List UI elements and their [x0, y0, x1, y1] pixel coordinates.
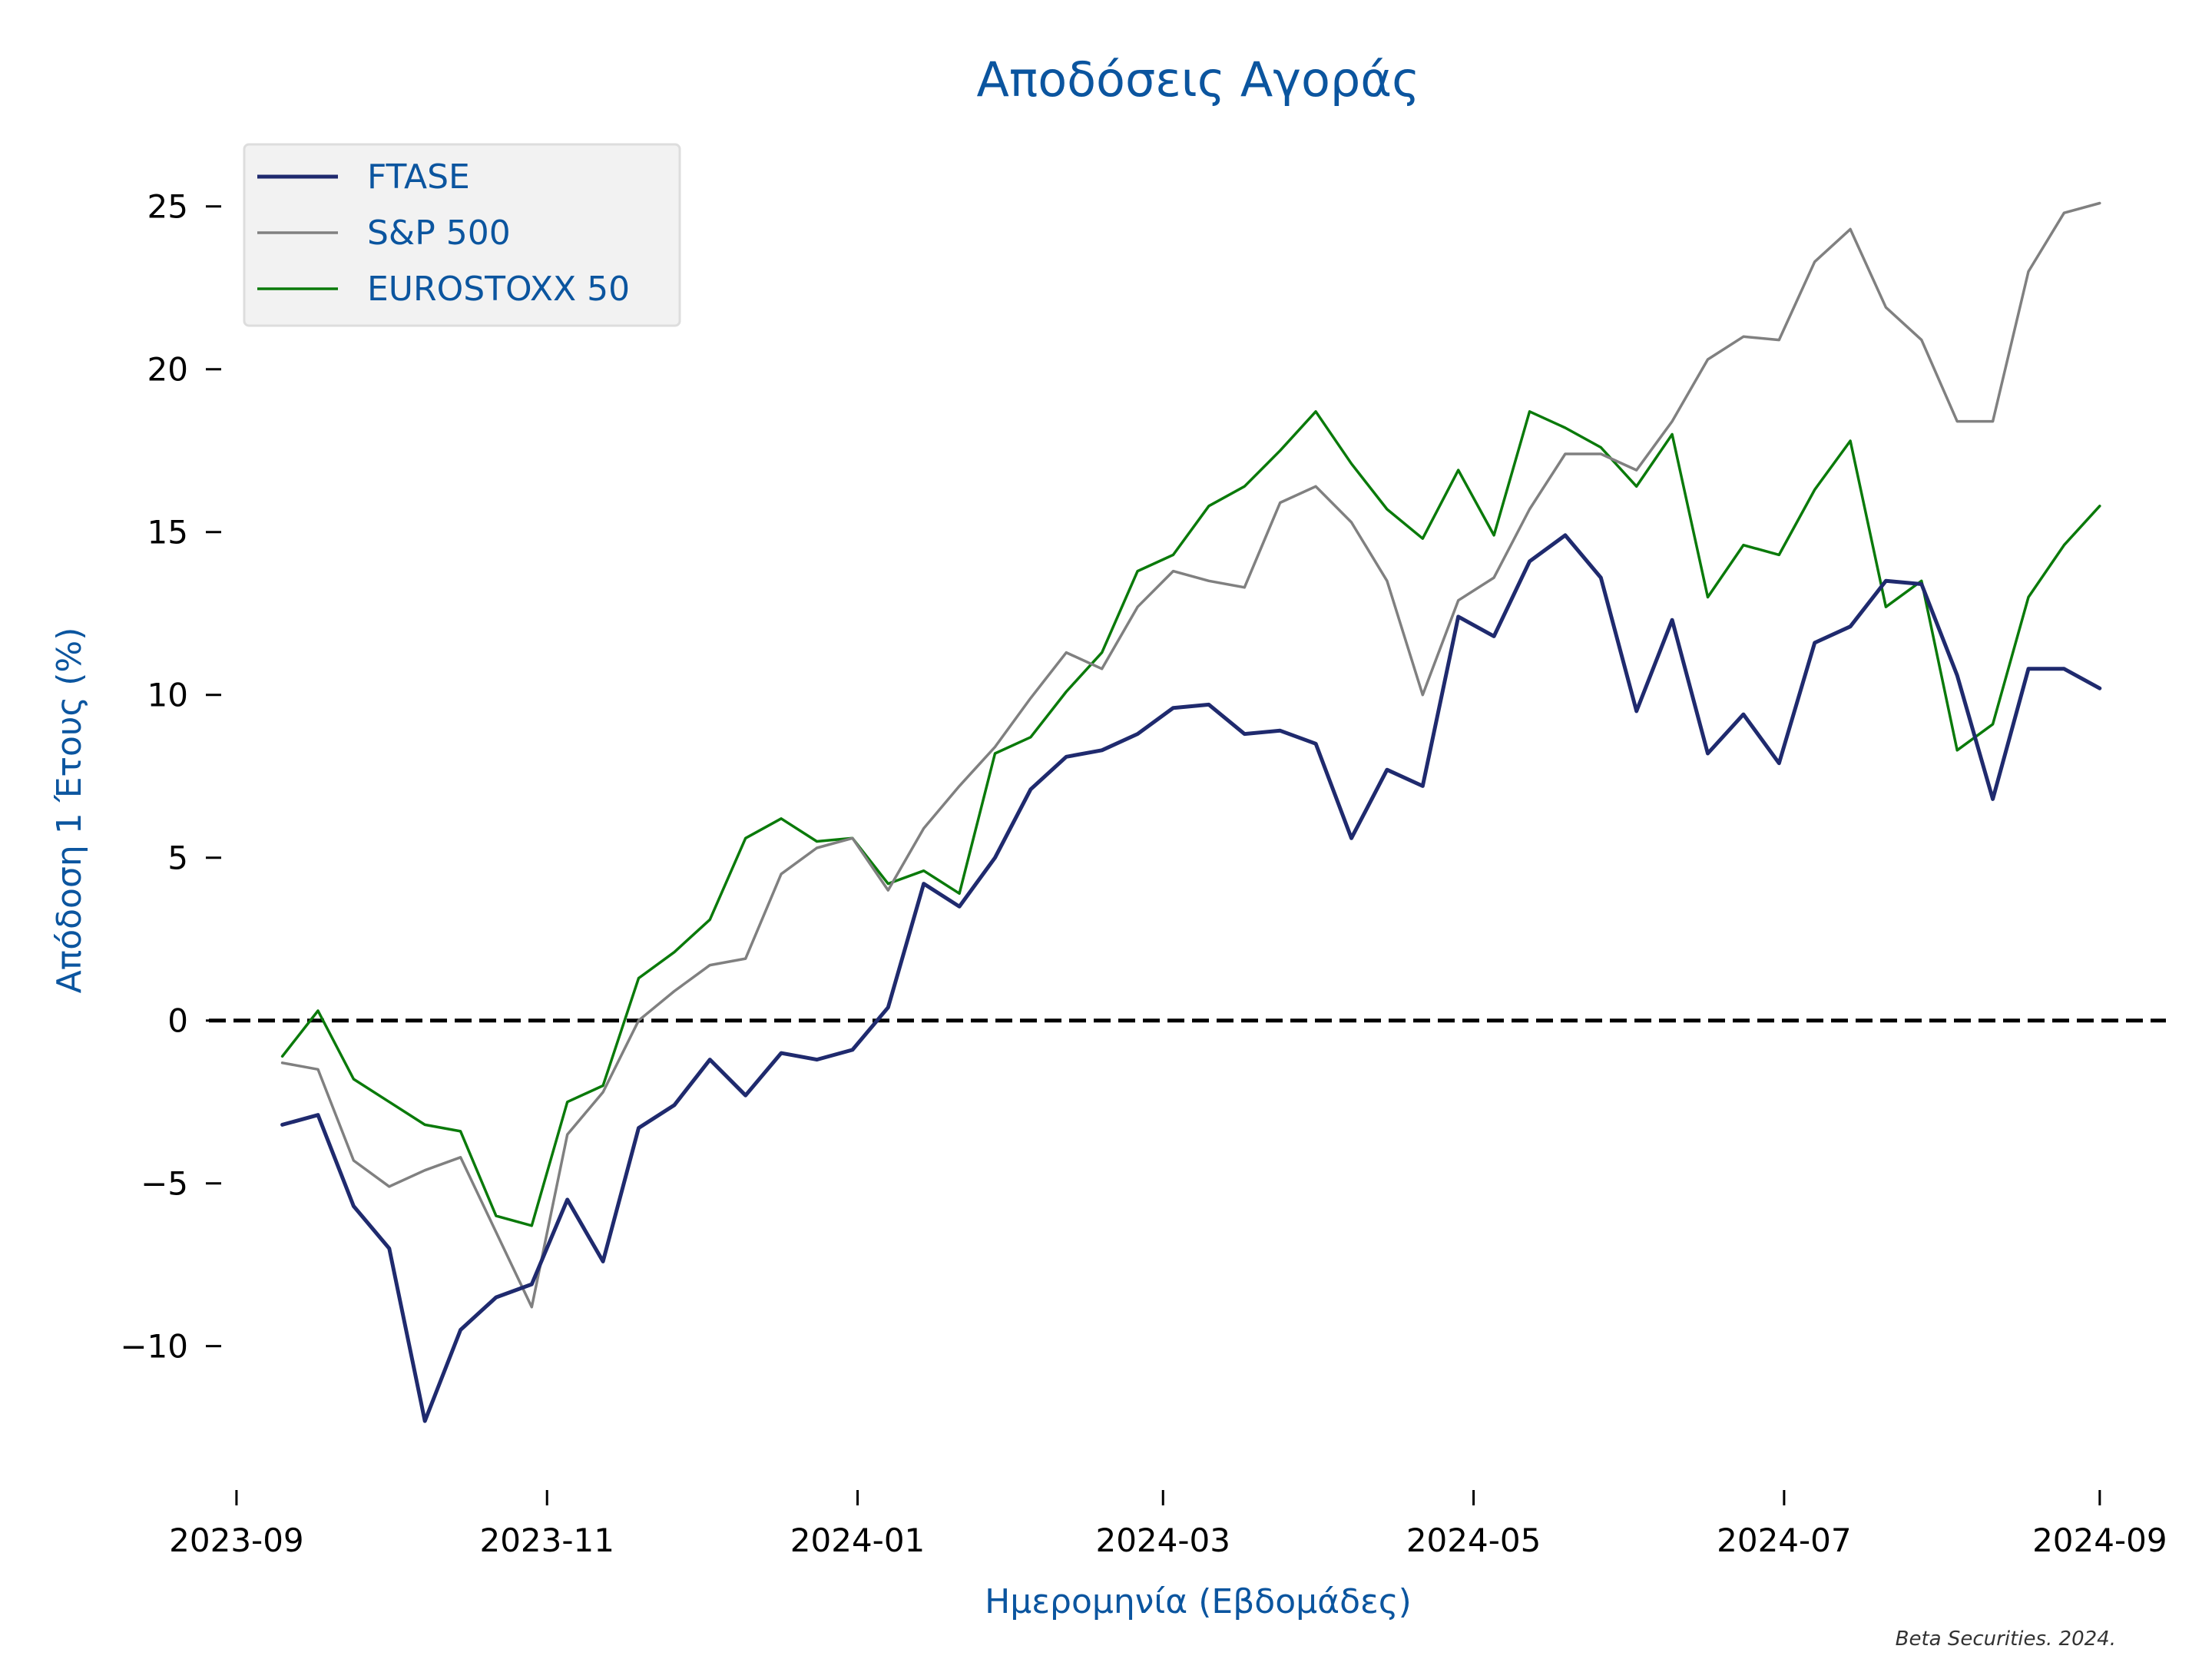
x-tick-label: 2024-05 — [1406, 1522, 1541, 1559]
eurostoxx50-line — [280, 410, 2101, 1227]
y-tick-label: −10 — [120, 1328, 188, 1366]
x-tick-label: 2024-07 — [1717, 1522, 1852, 1559]
legend: FTASE S&P 500 EUROSTOXX 50 — [243, 143, 681, 327]
sp500-line — [280, 201, 2101, 1309]
source-credit: Beta Securities. 2024. — [1896, 1628, 2116, 1651]
y-tick-label: 5 — [167, 839, 188, 877]
x-tick-label: 2024-03 — [1095, 1522, 1230, 1559]
x-tick-label: 2023-11 — [479, 1522, 614, 1559]
x-tick-label: 2024-09 — [2032, 1522, 2167, 1559]
axes: −10 −5 0 5 10 15 20 25 2023-09 2023-11 2024-01 2024… — [120, 188, 2167, 1559]
legend-label: EUROSTOXX 50 — [367, 270, 630, 309]
series-layer — [209, 201, 2166, 1423]
y-tick-label: 25 — [147, 188, 188, 226]
legend-box — [243, 143, 681, 327]
y-tick-label: 15 — [147, 514, 188, 551]
x-axis-label: Ημερομηνία (Εβδομάδες) — [985, 1582, 1412, 1621]
x-tick-label: 2024-01 — [790, 1522, 926, 1559]
y-tick-label: 20 — [147, 351, 188, 389]
y-tick-label: 0 — [167, 1002, 188, 1040]
x-tick-label: 2023-09 — [169, 1522, 304, 1559]
legend-label: FTASE — [367, 157, 470, 197]
ftase-line — [280, 533, 2102, 1423]
legend-label: S&P 500 — [367, 214, 511, 253]
y-axis-label: Απόδοση 1 Έτους (%) — [50, 628, 89, 994]
y-tick-label: −5 — [141, 1165, 188, 1203]
y-tick-label: 10 — [147, 677, 188, 714]
chart-title: Αποδόσεις Αγοράς — [976, 51, 1419, 108]
